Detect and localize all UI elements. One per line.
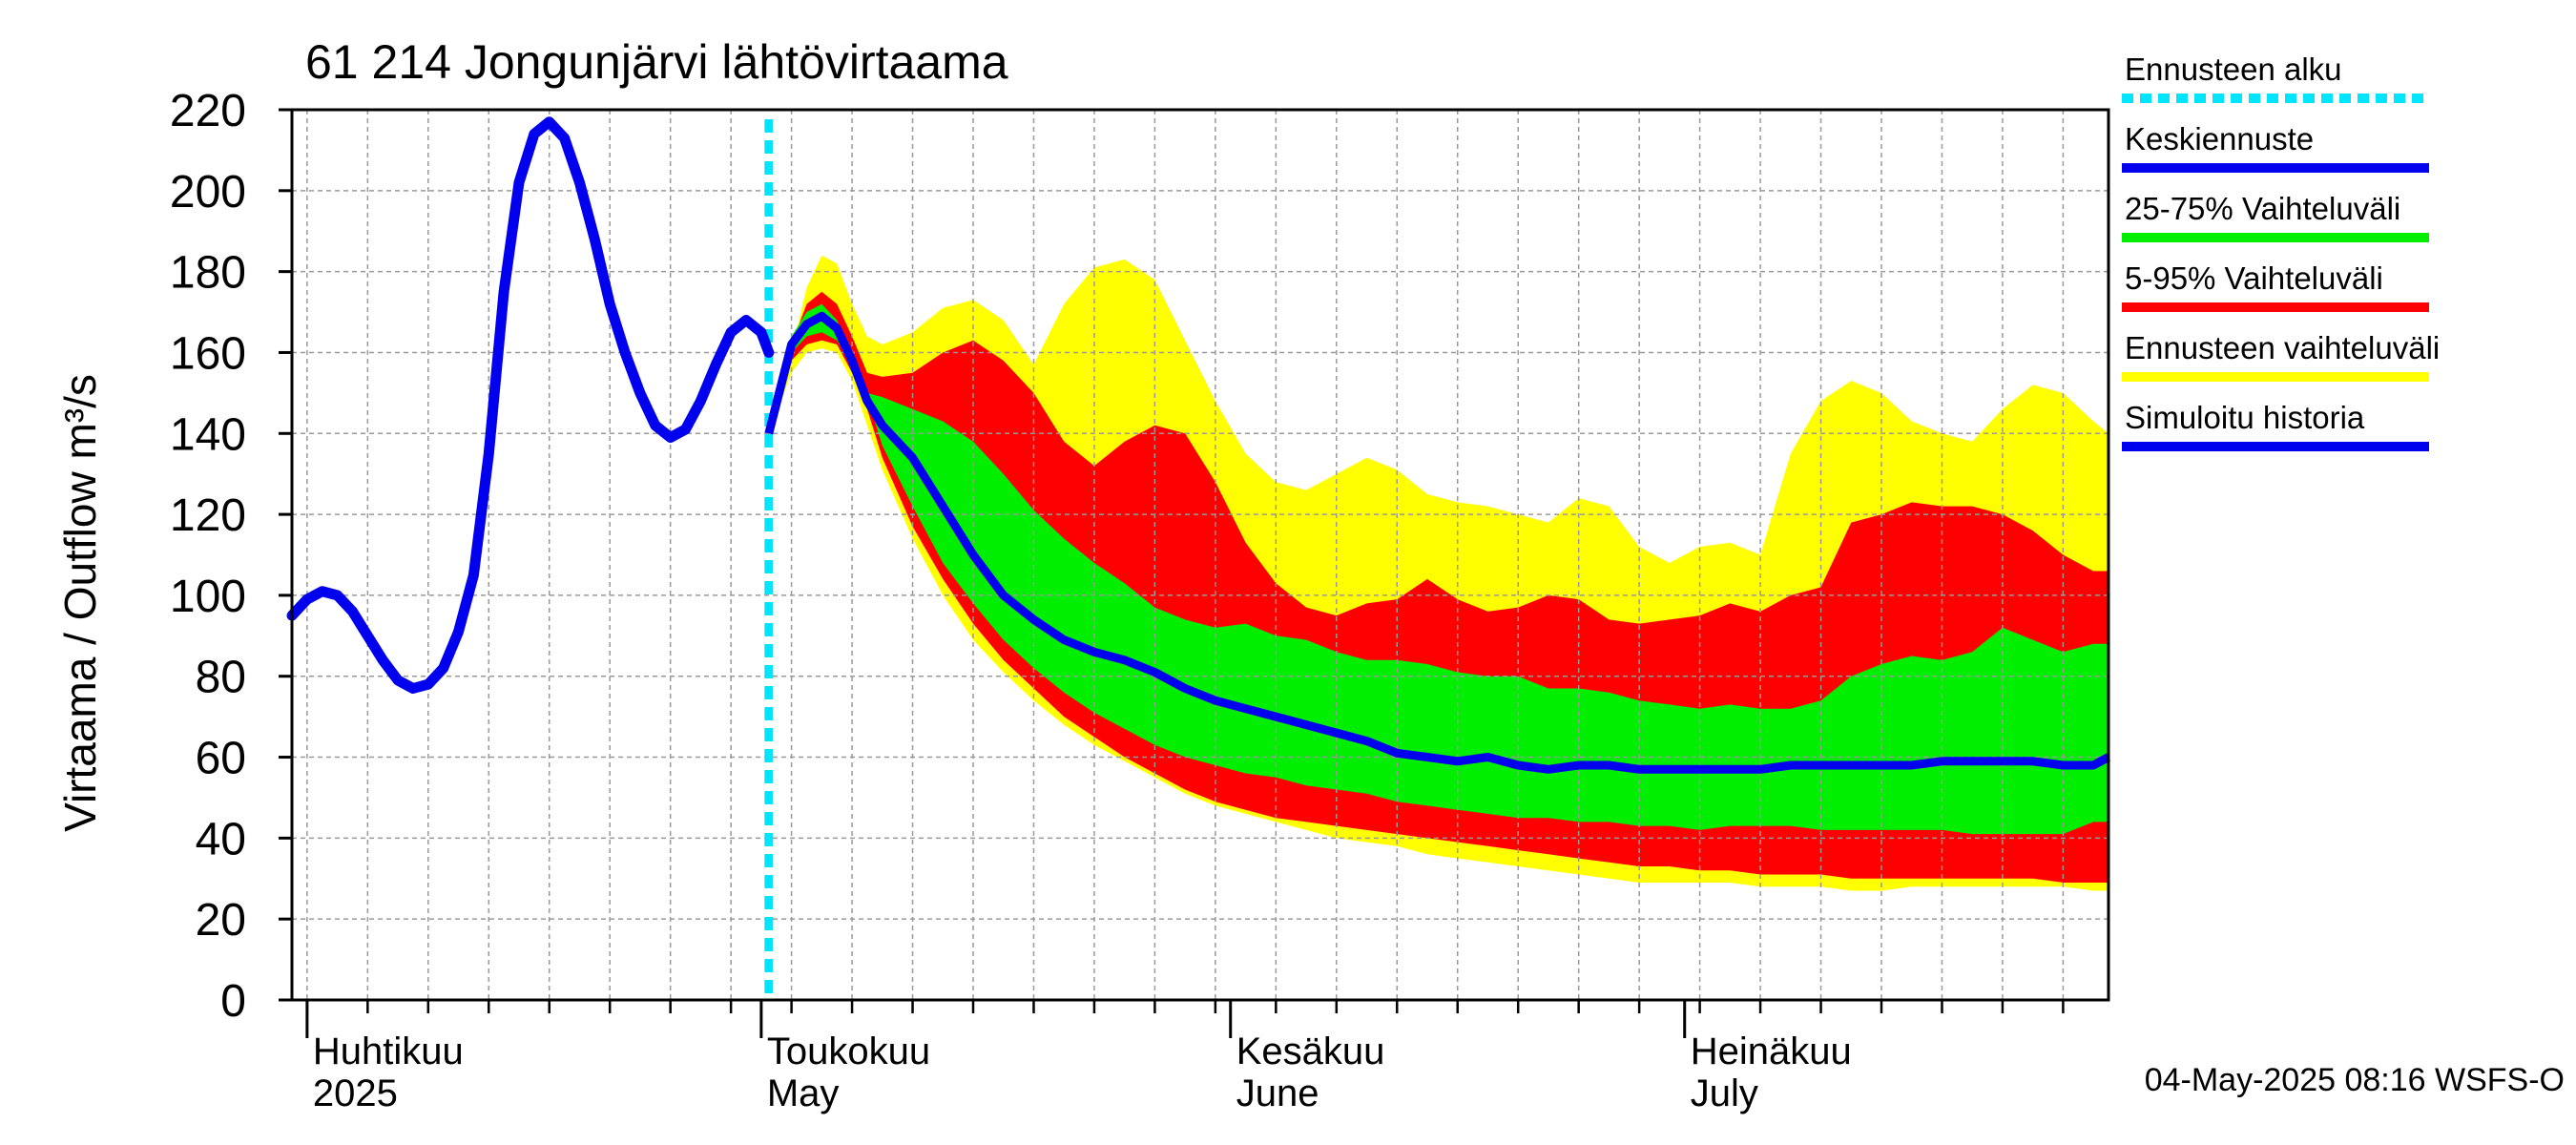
footer-timestamp: 04-May-2025 08:16 WSFS-O [2145,1062,2565,1098]
x-month-label: Heinäkuu [1691,1030,1852,1072]
y-tick-label: 20 [196,895,246,946]
y-tick-label: 200 [170,167,246,218]
y-tick-label: 220 [170,86,246,136]
legend-label: Simuloitu historia [2125,400,2365,435]
series-lines [286,116,2111,1000]
y-tick-label: 180 [170,248,246,299]
y-tick-label: 40 [196,814,246,864]
x-month-sublabel: May [767,1072,840,1114]
x-month-sublabel: June [1236,1072,1319,1114]
x-month-sublabel: 2025 [313,1072,398,1114]
legend-label: Ennusteen alku [2125,52,2342,87]
plot-bands [768,255,2109,891]
band-25-75 [768,303,2109,835]
legend-label: Ennusteen vaihteluväli [2125,330,2440,365]
plot-frame [290,108,2110,1002]
mean-forecast-line [764,311,2111,774]
legend: Ennusteen alku Keskiennuste 25-75% Vaihtel… [2122,52,2440,451]
y-tick-label: 80 [196,653,246,703]
y-tick-label: 100 [170,572,246,622]
y-tick-label: 140 [170,409,246,460]
chart-title: 61 214 Jongunjärvi lähtövirtaama [305,35,1008,89]
y-tick-label: 120 [170,490,246,541]
history-line [286,116,775,694]
x-month-sublabel: July [1691,1072,1758,1114]
y-axis-label: Virtaama / Outflow m³/s [55,374,105,832]
x-month-label: Huhtikuu [313,1030,464,1072]
plot-border [290,108,2110,1002]
x-month-label: Toukokuu [767,1030,930,1072]
y-tick-label: 160 [170,328,246,379]
x-month-label: Kesäkuu [1236,1030,1385,1072]
y-tick-label: 60 [196,734,246,784]
legend-label: Keskiennuste [2125,121,2314,156]
legend-label: 5-95% Vaihteluväli [2125,260,2383,296]
y-tick-label: 0 [220,976,246,1027]
legend-label: 25-75% Vaihteluväli [2125,191,2400,226]
y-axis: 0 20 40 60 80 100 120 140 160 180 200 220 [170,86,292,1027]
